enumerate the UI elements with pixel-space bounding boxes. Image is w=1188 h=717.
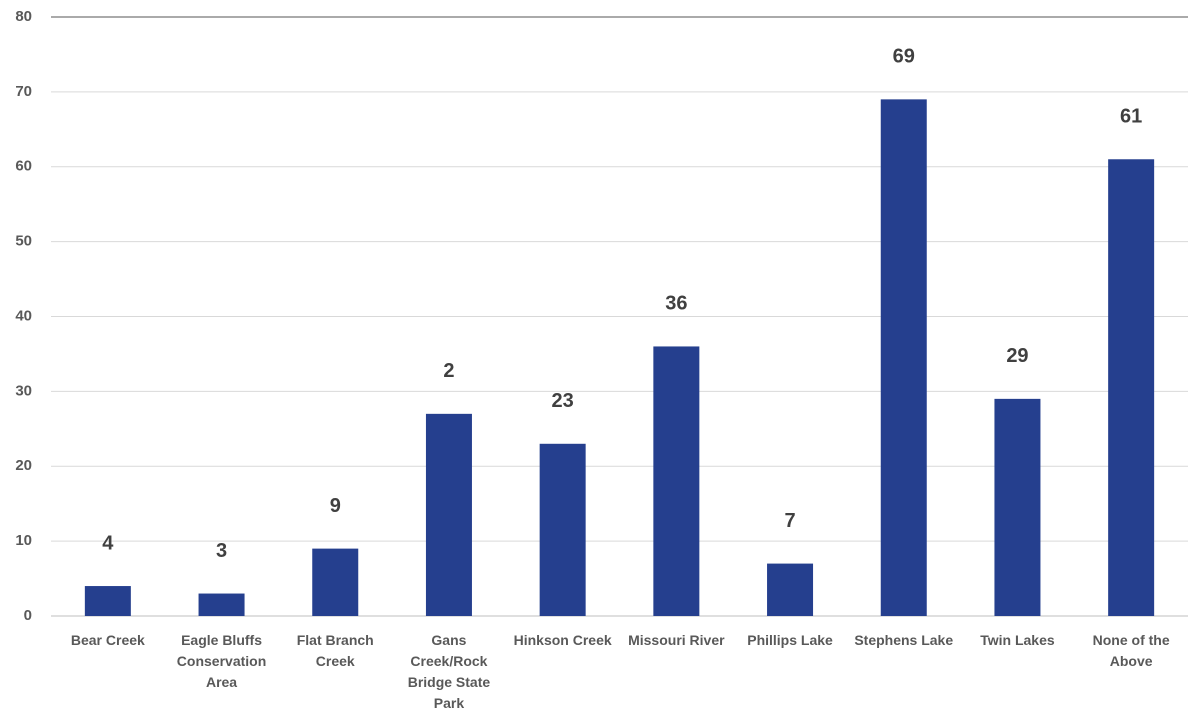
x-tick-label: None of the Above <box>1092 632 1170 669</box>
value-label: 2 <box>443 360 454 382</box>
y-tick-label: 80 <box>15 8 32 25</box>
value-label: 36 <box>665 293 687 315</box>
bar <box>425 413 472 616</box>
bar <box>994 398 1041 616</box>
bar <box>312 548 359 616</box>
bar <box>198 593 245 616</box>
bar <box>1108 159 1155 616</box>
value-label: 9 <box>330 495 341 517</box>
x-tick-label: Missouri River <box>628 632 725 648</box>
bar <box>84 586 131 616</box>
y-tick-label: 0 <box>24 607 32 624</box>
bar <box>880 99 927 617</box>
x-tick-label: Phillips Lake <box>747 632 833 648</box>
x-tick-label: Twin Lakes <box>980 632 1055 648</box>
x-tick-label: Stephens Lake <box>854 632 954 648</box>
x-tick-label: Eagle Bluffs Conservation Area <box>176 632 267 690</box>
bar <box>767 563 814 616</box>
y-tick-label: 30 <box>15 382 32 399</box>
x-tick-label: Bear Creek <box>70 632 145 648</box>
bar <box>653 346 700 616</box>
y-tick-label: 20 <box>15 457 32 474</box>
value-label: 69 <box>893 46 915 68</box>
y-tick-label: 60 <box>15 158 32 175</box>
x-tick-label: Hinkson Creek <box>513 632 612 648</box>
y-tick-label: 50 <box>15 233 32 250</box>
y-tick-label: 10 <box>15 532 32 549</box>
value-label: 23 <box>552 390 574 412</box>
value-label: 3 <box>216 540 227 562</box>
x-tick-label: Flat Branch Creek <box>296 632 374 669</box>
value-label: 7 <box>784 510 795 532</box>
value-label: 29 <box>1006 345 1028 367</box>
x-tick-label: Gans Creek/Rock Bridge State Park <box>407 632 491 711</box>
value-label: 4 <box>102 532 114 554</box>
y-tick-label: 70 <box>15 83 32 100</box>
bar <box>539 443 586 616</box>
value-label: 61 <box>1120 106 1142 128</box>
y-tick-label: 40 <box>15 307 32 324</box>
